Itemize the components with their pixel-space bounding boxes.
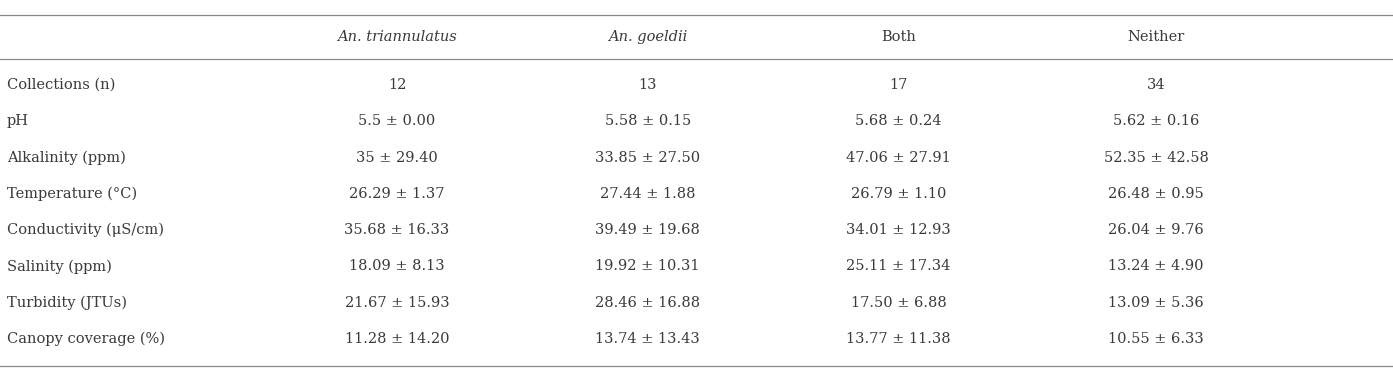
Text: 5.58 ± 0.15: 5.58 ± 0.15 xyxy=(605,114,691,128)
Text: 26.79 ± 1.10: 26.79 ± 1.10 xyxy=(851,187,946,201)
Text: Collections (n): Collections (n) xyxy=(7,78,116,92)
Text: 18.09 ± 8.13: 18.09 ± 8.13 xyxy=(350,259,444,273)
Text: An. goeldii: An. goeldii xyxy=(609,30,687,44)
Text: 17.50 ± 6.88: 17.50 ± 6.88 xyxy=(851,296,946,310)
Text: Neither: Neither xyxy=(1127,30,1185,44)
Text: 13: 13 xyxy=(638,78,657,92)
Text: 21.67 ± 15.93: 21.67 ± 15.93 xyxy=(344,296,450,310)
Text: 11.28 ± 14.20: 11.28 ± 14.20 xyxy=(344,332,450,346)
Text: 12: 12 xyxy=(387,78,407,92)
Text: 13.77 ± 11.38: 13.77 ± 11.38 xyxy=(846,332,951,346)
Text: 26.29 ± 1.37: 26.29 ± 1.37 xyxy=(350,187,444,201)
Text: 34.01 ± 12.93: 34.01 ± 12.93 xyxy=(846,223,951,237)
Text: 5.68 ± 0.24: 5.68 ± 0.24 xyxy=(855,114,942,128)
Text: 25.11 ± 17.34: 25.11 ± 17.34 xyxy=(847,259,950,273)
Text: 33.85 ± 27.50: 33.85 ± 27.50 xyxy=(595,151,701,165)
Text: 13.74 ± 13.43: 13.74 ± 13.43 xyxy=(595,332,701,346)
Text: 47.06 ± 27.91: 47.06 ± 27.91 xyxy=(846,151,951,165)
Text: Alkalinity (ppm): Alkalinity (ppm) xyxy=(7,151,125,165)
Text: 26.04 ± 9.76: 26.04 ± 9.76 xyxy=(1109,223,1204,237)
Text: 17: 17 xyxy=(889,78,908,92)
Text: 13.09 ± 5.36: 13.09 ± 5.36 xyxy=(1109,296,1204,310)
Text: Conductivity (μS/cm): Conductivity (μS/cm) xyxy=(7,223,164,237)
Text: Temperature (°C): Temperature (°C) xyxy=(7,187,137,201)
Text: Both: Both xyxy=(880,30,917,44)
Text: pH: pH xyxy=(7,114,29,128)
Text: Turbidity (JTUs): Turbidity (JTUs) xyxy=(7,296,127,310)
Text: An. triannulatus: An. triannulatus xyxy=(337,30,457,44)
Text: 10.55 ± 6.33: 10.55 ± 6.33 xyxy=(1109,332,1204,346)
Text: 13.24 ± 4.90: 13.24 ± 4.90 xyxy=(1109,259,1204,273)
Text: 35.68 ± 16.33: 35.68 ± 16.33 xyxy=(344,223,450,237)
Text: 39.49 ± 19.68: 39.49 ± 19.68 xyxy=(595,223,701,237)
Text: 28.46 ± 16.88: 28.46 ± 16.88 xyxy=(595,296,701,310)
Text: 5.62 ± 0.16: 5.62 ± 0.16 xyxy=(1113,114,1199,128)
Text: Salinity (ppm): Salinity (ppm) xyxy=(7,259,111,273)
Text: 52.35 ± 42.58: 52.35 ± 42.58 xyxy=(1103,151,1209,165)
Text: 5.5 ± 0.00: 5.5 ± 0.00 xyxy=(358,114,436,128)
Text: 26.48 ± 0.95: 26.48 ± 0.95 xyxy=(1109,187,1204,201)
Text: Canopy coverage (%): Canopy coverage (%) xyxy=(7,332,164,346)
Text: 27.44 ± 1.88: 27.44 ± 1.88 xyxy=(600,187,695,201)
Text: 19.92 ± 10.31: 19.92 ± 10.31 xyxy=(595,259,701,273)
Text: 35 ± 29.40: 35 ± 29.40 xyxy=(357,151,437,165)
Text: 34: 34 xyxy=(1146,78,1166,92)
